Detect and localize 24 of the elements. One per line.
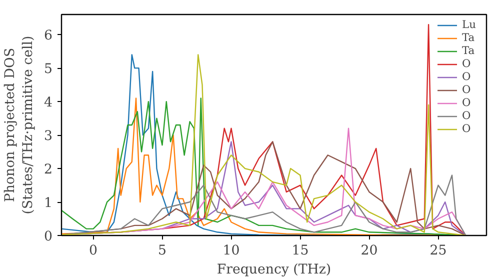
legend-label: Ta — [462, 31, 476, 44]
x-tick-label: 0 — [88, 244, 98, 258]
x-tick-label: 20 — [360, 244, 378, 258]
legend-label: Ta — [462, 44, 476, 57]
y-axis-title: Phonon projected DOS (States/THz·primitive cell) — [3, 36, 36, 214]
x-tick-label: 25 — [430, 244, 447, 258]
y-tick-label: 0 — [44, 230, 53, 244]
y-tick-label: 3 — [44, 129, 53, 144]
legend-label: O — [462, 83, 472, 96]
legend-label: Lu — [462, 18, 477, 31]
y-tick-label: 4 — [44, 96, 53, 111]
x-tick-label: 5 — [158, 244, 166, 258]
legend-label: O — [462, 70, 472, 83]
legend-label: O — [462, 57, 472, 70]
x-tick-label: 10 — [222, 244, 240, 258]
y-tick-label: 6 — [44, 28, 53, 44]
y-tick-label: 1 — [44, 196, 53, 212]
x-axis-title: Frequency (THz) — [216, 262, 332, 278]
x-tick-label: 15 — [292, 244, 309, 258]
legend-label: O — [462, 96, 472, 109]
y-tick-label: 5 — [44, 62, 53, 78]
legend-label: O — [462, 109, 472, 122]
y-tick-label: 2 — [44, 162, 53, 178]
legend-label: O — [462, 122, 472, 135]
